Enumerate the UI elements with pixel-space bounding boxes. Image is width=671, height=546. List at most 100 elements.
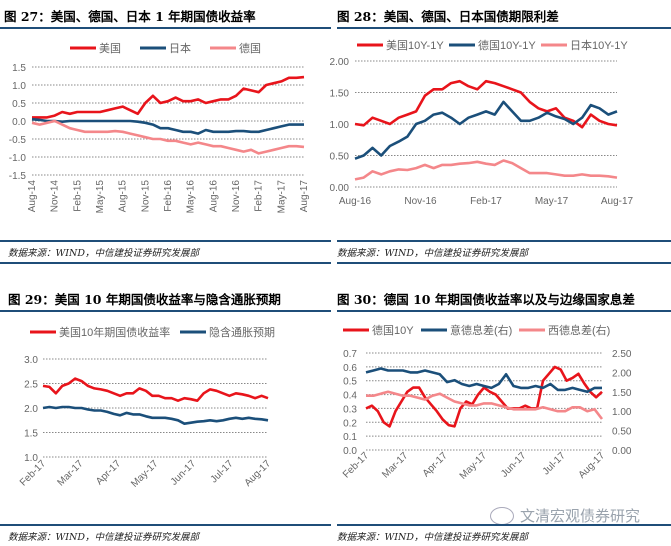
- y-tick-label: 1.0: [24, 453, 38, 464]
- series-line-3: [366, 390, 604, 420]
- divider: [337, 262, 671, 264]
- x-tick-label: Jun-17: [169, 458, 199, 488]
- legend-label: 隐含通胀预期: [209, 325, 275, 339]
- y-tick-label: 0.5: [12, 99, 26, 110]
- series-line-2: [365, 367, 602, 394]
- x-tick-label: May-15: [95, 180, 106, 214]
- source-note: 数据来源：WIND，中信建投证券研究发展部: [337, 532, 528, 543]
- legend: 德国10Y 意德息差(右) 西德息差(右): [343, 323, 610, 337]
- y-tick-label: 0.2: [343, 418, 357, 429]
- x-tick-label: May-17: [276, 180, 287, 214]
- source-note: 数据来源：WIND，中信建投证券研究发展部: [337, 248, 528, 259]
- divider: [337, 240, 671, 242]
- y-tick-label: 3.0: [24, 355, 38, 366]
- x-tick-label: Jul-17: [541, 450, 568, 477]
- x-tick-label: Apr-17: [421, 450, 450, 479]
- y-tick-label: 0.00: [330, 183, 350, 194]
- series-line-1: [42, 377, 269, 402]
- y-tick-label: 0.0: [12, 117, 26, 128]
- figure-29-title: 图 29：美国 10 年期国债收益率与隐含通胀预期: [8, 292, 281, 307]
- y-tick-label: 2.5: [24, 380, 38, 391]
- x-tick-label: May-17: [535, 196, 569, 207]
- x-tick-label: Nov-16: [404, 196, 437, 207]
- x-tick-label: Aug-17: [577, 450, 608, 481]
- x-tick-label: Aug-17: [299, 180, 310, 213]
- chart-30: 德国10Y 意德息差(右) 西德息差(右) 0.7 0.6 0.5 0.4 0.3 0.2 0.1…: [341, 323, 632, 482]
- legend-label: 西德息差(右): [548, 323, 610, 337]
- y2-tick-label: 1.50: [612, 388, 632, 399]
- y-tick-label: 0.7: [343, 349, 357, 360]
- watermark-text: 文清宏观债券研究: [520, 507, 641, 525]
- legend-label: 德国10Y: [372, 323, 414, 337]
- y2-tick-label: 2.50: [612, 349, 632, 360]
- x-tick-label: Feb-17: [254, 180, 265, 212]
- x-tick-label: Mar-17: [55, 458, 85, 488]
- x-tick-label: Feb-15: [72, 180, 83, 212]
- x-tick-label: May-17: [458, 450, 490, 482]
- y-tick-label: 1.5: [12, 63, 26, 74]
- source-note: 数据来源：WIND，中信建投证券研究发展部: [8, 532, 199, 543]
- figure-28-title: 图 28：美国、德国、日本国债期限利差: [337, 9, 559, 24]
- y-tick-label: 0.3: [343, 404, 357, 415]
- legend: 美国10Y-1Y 德国10Y-1Y 日本10Y-1Y: [357, 38, 628, 52]
- series-line-1: [32, 75, 305, 119]
- y-tick-label: 0.4: [343, 391, 357, 402]
- y2-tick-label: 1.00: [612, 407, 632, 418]
- source-note: 数据来源：WIND，中信建投证券研究发展部: [8, 248, 199, 259]
- watermark: 文清宏观债券研究: [490, 505, 640, 526]
- y2-tick-label: 0.00: [612, 446, 632, 457]
- divider: [0, 240, 331, 242]
- chart-28: 美国10Y-1Y 德国10Y-1Y 日本10Y-1Y 2.00 1.50 1.00 0.50…: [330, 38, 634, 207]
- y-tick-label: 0.50: [330, 152, 350, 163]
- x-tick-label: Apr-17: [94, 458, 123, 487]
- y-tick-label: 0.5: [343, 377, 357, 388]
- x-tick-label: Nov-14: [50, 180, 61, 213]
- y-tick-label: 2.0: [24, 404, 38, 415]
- y-tick-label: 0.0: [343, 446, 357, 457]
- wechat-icon: [490, 506, 514, 525]
- divider: [0, 262, 331, 264]
- x-tick-label: Mar-17: [380, 450, 410, 480]
- divider: [337, 310, 671, 312]
- figure-30-title: 图 30：德国 10 年期国债收益率以及与边缘国家息差: [337, 292, 635, 307]
- y-tick-label: -0.5: [9, 135, 27, 146]
- legend-label: 美国: [99, 42, 121, 55]
- legend: 美国10年期国债收益率 隐含通胀预期: [30, 325, 275, 339]
- x-tick-label: May-16: [186, 180, 197, 214]
- divider: [0, 524, 331, 526]
- legend-label: 美国10年期国债收益率: [59, 325, 170, 339]
- y-tick-label: -1.5: [9, 171, 27, 182]
- series-line-2: [354, 100, 618, 160]
- x-tick-label: Aug-15: [118, 180, 129, 213]
- series-line-1: [365, 365, 603, 428]
- divider: [0, 27, 331, 29]
- x-tick-label: Jul-17: [209, 458, 236, 485]
- y2-tick-label: 0.50: [612, 427, 632, 438]
- x-tick-label: Feb-17: [470, 196, 502, 207]
- series-line-1: [354, 79, 618, 129]
- series-line-3: [31, 119, 305, 155]
- x-tick-label: Aug-17: [243, 458, 274, 489]
- legend-label: 日本: [169, 41, 191, 55]
- legend: 美国 日本 德国: [70, 41, 261, 55]
- figure-27-title: 图 27：美国、德国、日本 1 年期国债收益率: [4, 9, 256, 24]
- legend-label: 意德息差(右): [450, 323, 512, 337]
- x-tick-label: May-17: [129, 458, 161, 490]
- y-tick-label: 1.00: [330, 120, 350, 131]
- x-tick-label: Aug-17: [601, 196, 634, 207]
- divider: [337, 27, 671, 29]
- x-tick-label: Feb-16: [163, 180, 174, 212]
- y-tick-label: -1.0: [9, 153, 27, 164]
- series-line-2: [42, 405, 269, 425]
- legend-label: 美国10Y-1Y: [386, 39, 444, 52]
- divider: [0, 310, 331, 312]
- legend-label: 德国: [239, 41, 261, 55]
- divider: [337, 524, 671, 526]
- y-tick-label: 1.50: [330, 89, 350, 100]
- x-tick-label: Nov-15: [140, 180, 151, 213]
- x-tick-label: Aug-16: [208, 180, 219, 213]
- series-line-2: [31, 117, 304, 135]
- legend-label: 德国10Y-1Y: [478, 38, 536, 52]
- y-tick-label: 1.5: [24, 429, 38, 440]
